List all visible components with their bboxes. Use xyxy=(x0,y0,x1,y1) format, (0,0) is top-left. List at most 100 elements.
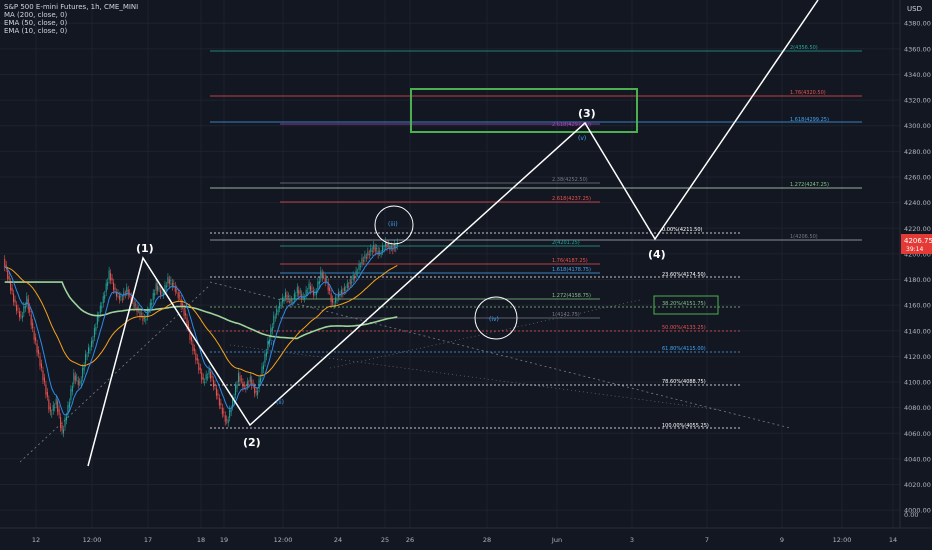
candle-body xyxy=(312,290,314,296)
candle-body xyxy=(64,417,66,427)
candle-body xyxy=(352,275,354,280)
candle-body xyxy=(261,366,263,376)
candle-body xyxy=(161,292,163,294)
time-axis[interactable]: 12 12:00 17 18 19 12:00 24 25 26 28 Jun 3 7 9 12:00 14 xyxy=(0,527,932,544)
candle-body xyxy=(157,285,159,291)
candle-body xyxy=(193,348,195,351)
candle-body xyxy=(5,264,7,268)
candle-body xyxy=(174,285,176,292)
last-price-value: 4206.75 xyxy=(904,237,932,245)
candle-body xyxy=(82,367,84,378)
candle-body xyxy=(83,366,85,371)
candle-body xyxy=(17,308,19,310)
candle-body xyxy=(327,282,329,291)
candle-body xyxy=(42,370,44,381)
candle-body xyxy=(32,322,34,329)
candle-body xyxy=(237,373,240,383)
candle-body xyxy=(146,310,148,317)
time-tick-13: 9 xyxy=(780,536,784,544)
price-tick-4120: 4120.00 xyxy=(904,353,931,361)
price-axis[interactable]: 4000.00 4020.00 4040.00 4060.00 4080.00 4100.… xyxy=(899,0,931,528)
candle-body xyxy=(217,393,219,396)
candle-body xyxy=(111,277,113,281)
price-tick-4180: 4180.00 xyxy=(904,276,931,284)
candle-body xyxy=(362,260,364,262)
time-tick-6: 24 xyxy=(334,536,342,544)
indicator-ema10[interactable]: EMA (10, close, 0) xyxy=(4,27,68,35)
wave-iii-circle xyxy=(374,205,414,245)
candle-body xyxy=(118,295,120,300)
candle-body xyxy=(74,375,76,381)
candle-body xyxy=(77,380,79,385)
candle-body xyxy=(299,291,301,293)
candle-body xyxy=(332,299,334,303)
candle-body xyxy=(13,293,15,302)
candle-body xyxy=(251,379,253,386)
candle-body xyxy=(268,339,270,344)
price-tick-zero: 0.00 xyxy=(904,511,918,519)
candle-body xyxy=(311,287,313,289)
candle-body xyxy=(320,270,322,279)
candle-body xyxy=(221,407,223,415)
subwave-label-i: (i) xyxy=(268,340,274,347)
candle-body xyxy=(145,319,147,321)
candle-body xyxy=(14,299,16,303)
price-tick-4220: 4220.00 xyxy=(904,225,931,233)
candle-body xyxy=(317,281,319,290)
candle-body xyxy=(345,289,347,291)
candle-body xyxy=(380,253,382,255)
candle-body xyxy=(43,377,45,383)
time-tick-11: 3 xyxy=(630,536,634,544)
price-tick-4020: 4020.00 xyxy=(904,481,931,489)
elliott-wave-path xyxy=(87,0,819,467)
candle-body xyxy=(115,292,117,297)
candle-body xyxy=(60,417,62,428)
candle-body xyxy=(305,289,307,296)
candle-body xyxy=(348,285,350,287)
price-tick-4000: 4000.00 xyxy=(904,507,931,515)
candle-body xyxy=(273,315,275,325)
candle-body xyxy=(280,305,282,306)
retracement-786: 78.60%(4088.75) xyxy=(662,379,706,385)
candle-body xyxy=(339,294,341,297)
time-tick-3: 18 xyxy=(197,536,205,544)
time-tick-7: 25 xyxy=(381,536,389,544)
candle-body xyxy=(373,244,375,250)
candle-body xyxy=(365,257,367,259)
candle-body xyxy=(173,283,175,285)
candle-body xyxy=(295,295,297,297)
candle-body xyxy=(4,259,6,268)
candle-body xyxy=(71,386,73,392)
candle-body xyxy=(230,409,232,413)
candle-body xyxy=(242,382,244,388)
wave-iv-circle xyxy=(474,296,518,340)
candle-body xyxy=(324,277,326,283)
candle-body xyxy=(45,384,47,395)
price-tick-4240: 4240.00 xyxy=(904,199,931,207)
candle-body xyxy=(168,279,170,284)
candle-body xyxy=(277,310,279,312)
candle-body xyxy=(29,306,31,313)
candle-body xyxy=(346,283,348,288)
sub-wave-labels: (i) (ii) (iii) (iv) (v) xyxy=(268,135,586,406)
candle-body xyxy=(252,383,254,385)
candle-body xyxy=(308,283,310,290)
candle-body xyxy=(254,387,256,394)
candle-body xyxy=(364,254,366,259)
candle-body xyxy=(49,406,51,412)
indicator-ema50[interactable]: EMA (50, close, 0) xyxy=(4,19,68,27)
candle-body xyxy=(170,280,172,282)
candle-body xyxy=(7,270,9,279)
candle-body xyxy=(102,296,104,304)
fibonacci-levels xyxy=(210,50,862,429)
fib-label-2618: 2.618(4237.25) xyxy=(552,196,591,202)
candle-body xyxy=(89,349,91,351)
candle-body xyxy=(15,305,18,311)
candle-body xyxy=(236,384,238,389)
candle-body xyxy=(260,378,262,383)
indicator-ma200[interactable]: MA (200, close, 0) xyxy=(4,11,68,19)
price-tick-4100: 4100.00 xyxy=(904,379,931,387)
retracement-236: 23.60%(4174.50) xyxy=(662,272,706,278)
candle-body xyxy=(158,287,160,289)
